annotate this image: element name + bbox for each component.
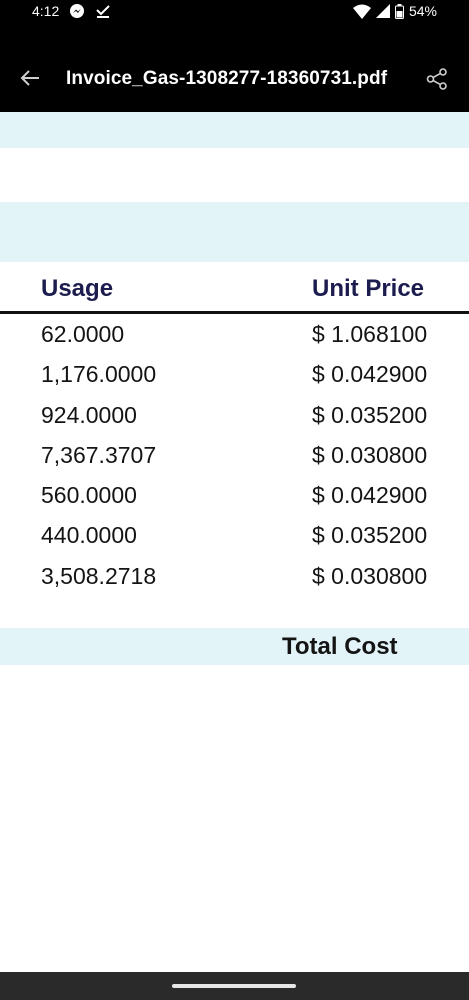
usage-table: 62.0000 $ 1.068100 1,176.0000 $ 0.042900… <box>0 316 469 598</box>
usage-cell: 924.0000 <box>41 401 137 428</box>
table-row: 7,367.3707 $ 0.030800 <box>0 437 469 477</box>
battery-icon <box>394 3 404 19</box>
table-row: 3,508.2718 $ 0.030800 <box>0 558 469 598</box>
unit-price-column-header: Unit Price <box>312 275 425 302</box>
usage-cell: 3,508.2718 <box>41 562 157 589</box>
pdf-page[interactable]: Usage Unit Price 62.0000 $ 1.068100 1,17… <box>0 112 469 972</box>
check-icon <box>95 3 111 19</box>
app-bar: Invoice_Gas-1308277-18360731.pdf <box>0 22 469 112</box>
signal-icon <box>375 4 390 18</box>
table-row: 62.0000 $ 1.068100 <box>0 316 469 356</box>
unit-price-cell: $ 0.042900 <box>312 361 428 388</box>
usage-column-header: Usage <box>41 275 114 302</box>
usage-cell: 7,367.3707 <box>41 441 157 468</box>
total-cost-label: Total Cost <box>282 633 398 660</box>
home-gesture-handle[interactable] <box>172 984 296 988</box>
usage-cell: 62.0000 <box>41 321 125 347</box>
status-bar: 4:12 <box>0 0 469 22</box>
unit-price-cell: $ 0.042900 <box>312 482 428 509</box>
share-icon <box>426 68 447 90</box>
document-title: Invoice_Gas-1308277-18360731.pdf <box>66 68 388 89</box>
battery-percent: 54% <box>408 3 437 19</box>
messenger-icon <box>69 3 85 19</box>
arrow-left-icon <box>20 70 39 86</box>
table-row: 560.0000 $ 0.042900 <box>0 477 469 517</box>
usage-cell: 440.0000 <box>41 522 137 549</box>
usage-cell: 1,176.0000 <box>41 361 157 388</box>
table-band <box>0 112 469 148</box>
table-band <box>0 202 469 262</box>
header-divider <box>0 311 469 314</box>
table-row: 440.0000 $ 0.035200 <box>0 517 469 557</box>
unit-price-cell: $ 1.068100 <box>312 321 428 347</box>
unit-price-cell: $ 0.035200 <box>312 522 428 549</box>
table-row: 1,176.0000 $ 0.042900 <box>0 356 469 396</box>
table-row: 924.0000 $ 0.035200 <box>0 397 469 437</box>
navigation-bar <box>0 972 469 1000</box>
back-button[interactable] <box>14 62 46 94</box>
share-button[interactable] <box>422 64 452 94</box>
status-left: 4:12 <box>32 0 111 22</box>
usage-cell: 560.0000 <box>41 482 137 509</box>
status-right: 54% <box>352 0 437 22</box>
unit-price-cell: $ 0.030800 <box>312 562 428 589</box>
unit-price-cell: $ 0.035200 <box>312 401 428 428</box>
status-time: 4:12 <box>32 3 60 19</box>
unit-price-cell: $ 0.030800 <box>312 441 428 468</box>
total-band <box>0 628 469 665</box>
wifi-icon <box>352 4 371 19</box>
